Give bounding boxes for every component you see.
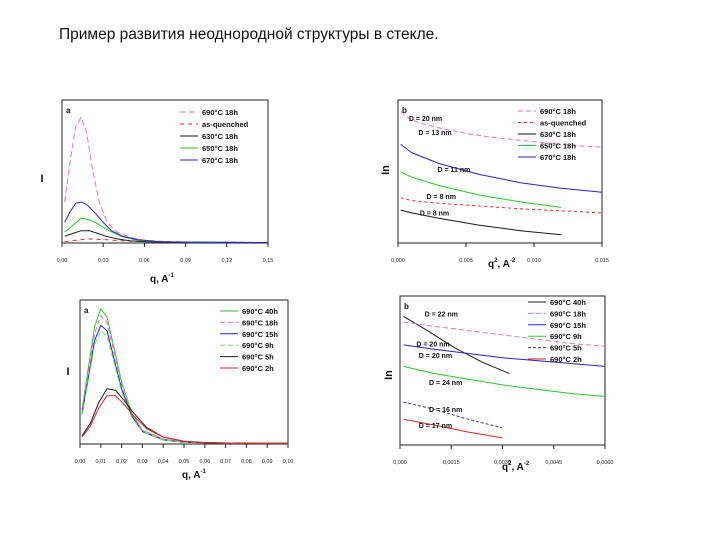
x-tick-label: 0,09 — [180, 258, 191, 264]
x-tick-label: 0,03 — [137, 459, 148, 465]
series-line-0 — [403, 315, 510, 374]
series-line-5 — [403, 418, 503, 439]
annotation-label: D = 8 nm — [427, 194, 456, 201]
chart-b-bottom: 0,000 0,0015 0,0030 0,0045 0,0060 b q2, A-2 In D… — [383, 295, 614, 473]
chart-b-top: 0,000 0,005 0,010 0,015 b q2, A-2 In D = 20 nm D… — [380, 99, 609, 270]
series-line-4 — [81, 388, 289, 444]
x-tick-label: 0,000 — [393, 460, 407, 466]
x-tick-label: 0,0045 — [545, 460, 562, 466]
x-tick-label: 0,08 — [241, 459, 252, 465]
legend-label: 690°C 5h — [550, 344, 582, 353]
chart-a-bottom: 0,00 0,01 0,02 0,03 0,04 0,05 0,06 0,07 0,08 0,09… — [66, 299, 294, 481]
annotation-label: D = 16 nm — [429, 407, 462, 414]
legend-label: 690°C 40h — [550, 298, 586, 307]
y-axis-label: I — [66, 366, 69, 378]
x-tick-label: 0,02 — [116, 459, 127, 465]
x-tick-label: 0,06 — [199, 459, 210, 465]
annotation-label: D = 13 nm — [418, 130, 451, 137]
x-axis-label: q, A-1 — [150, 273, 175, 285]
annotation-label: D = 24 nm — [429, 380, 462, 387]
legend-label: 690°C 5h — [242, 353, 274, 362]
annotation-label: D = 22 nm — [425, 311, 458, 318]
series-line-3 — [81, 330, 289, 444]
series-line-0 — [400, 111, 603, 148]
series-line-1 — [64, 238, 269, 243]
series-line-2 — [403, 344, 606, 367]
x-axis-label: q, A-1 — [182, 469, 207, 481]
annotation-label: D = 20 nm — [409, 116, 442, 123]
x-tick-label: 0,00 — [57, 258, 68, 264]
series-line-2 — [64, 230, 269, 243]
chart-a-top: 0,00 0,03 0,06 0,09 0,12 0,15 a q, A-1 I 690°C 18… — [40, 99, 274, 285]
legend-label: 690°C 40h — [242, 307, 278, 316]
x-tick-label: 0,07 — [220, 459, 231, 465]
x-tick-label: 0,04 — [158, 459, 169, 465]
x-tick-label: 0,09 — [262, 459, 273, 465]
series-line-4 — [64, 201, 269, 243]
x-tick-label: 0,05 — [179, 459, 190, 465]
x-tick-label: 0,00 — [75, 459, 86, 465]
legend-label: 690°C 18h — [550, 309, 586, 318]
legend-label: 690°C 2h — [242, 364, 274, 373]
legend-label: 650°C 18h — [202, 144, 238, 153]
series-line-5 — [81, 395, 289, 444]
panel-label: a — [66, 106, 71, 115]
legend-label: 690°C 18h — [202, 108, 238, 117]
annotation-label: D = 20 nm — [419, 353, 452, 360]
x-tick-label: 0,06 — [139, 258, 150, 264]
x-tick-label: 0,10 — [283, 459, 294, 465]
series-line-3 — [403, 365, 606, 397]
series-line-4 — [400, 144, 603, 193]
legend-label: 690°C 15h — [242, 330, 278, 339]
x-tick-label: 0,15 — [263, 258, 274, 264]
panel-label: b — [404, 302, 409, 311]
x-tick-label: 0,03 — [98, 258, 109, 264]
series-line-3 — [400, 171, 562, 208]
x-tick-label: 0,01 — [95, 459, 106, 465]
plot-frame — [397, 99, 603, 244]
legend-label: 690°C 9h — [242, 341, 274, 350]
legend-label: 690°C 18h — [540, 107, 576, 116]
legend-label: 670°C 18h — [540, 153, 576, 162]
x-tick-label: 0,0060 — [597, 460, 614, 466]
x-axis-label: q2, A-2 — [488, 258, 516, 270]
series-line-4 — [403, 401, 503, 429]
series-line-3 — [64, 217, 269, 243]
annotation-label: D = 8 nm — [420, 211, 449, 218]
panel-label: b — [402, 106, 407, 115]
series-line-2 — [400, 209, 562, 236]
x-tick-label: 0,0015 — [443, 460, 460, 466]
x-tick-label: 0,010 — [527, 258, 541, 264]
annotation-label: D = 11 nm — [437, 167, 470, 174]
x-tick-label: 0,005 — [459, 258, 473, 264]
series-line-1 — [403, 321, 606, 347]
y-axis-label: In — [380, 165, 392, 175]
legend-label: as-quenched — [540, 119, 587, 128]
x-tick-label: 0,12 — [221, 258, 232, 264]
legend-label: 630°C 18h — [540, 130, 576, 139]
x-tick-label: 0,015 — [595, 258, 609, 264]
y-axis-label: I — [40, 173, 43, 185]
x-tick-label: 0,0030 — [494, 460, 511, 466]
y-axis-label: In — [383, 370, 395, 380]
series-line-1 — [400, 197, 603, 214]
x-axis-label: q2, A-2 — [502, 461, 530, 473]
legend-label: 690°C 15h — [550, 321, 586, 330]
legend-label: 690°C 18h — [242, 318, 278, 327]
legend-label: 650°C 18h — [540, 142, 576, 151]
x-tick-label: 0,000 — [391, 258, 405, 264]
legend-label: 690°C 2h — [550, 355, 582, 364]
annotation-label: D = 17 nm — [419, 423, 452, 430]
legend-label: 690°C 9h — [550, 332, 582, 341]
slide-title: Пример развития неоднородной структуры в… — [59, 26, 439, 43]
legend-label: 670°C 18h — [202, 156, 238, 165]
legend-label: as-quenched — [202, 120, 249, 129]
plot-frame — [61, 99, 269, 244]
annotation-label: D = 20 nm — [416, 341, 449, 348]
panel-label: a — [84, 306, 89, 315]
legend-label: 630°C 18h — [202, 132, 238, 141]
